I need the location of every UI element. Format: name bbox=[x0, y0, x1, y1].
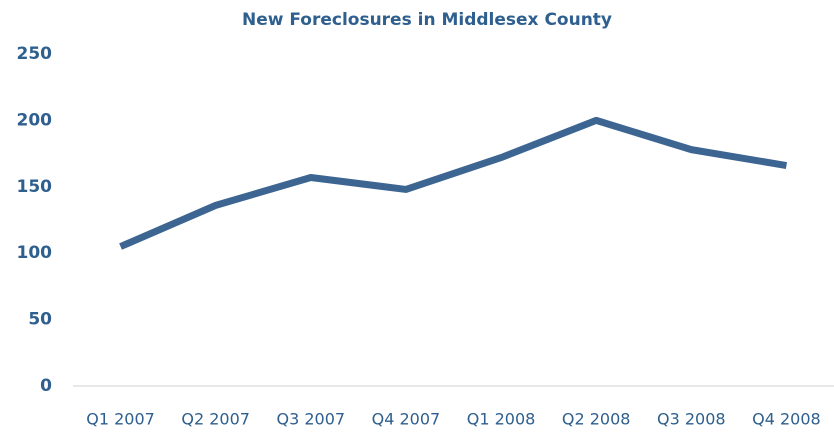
y-tick-label: 150 bbox=[17, 177, 53, 197]
x-tick-label: Q2 2008 bbox=[562, 410, 631, 429]
y-tick-label: 100 bbox=[17, 243, 53, 263]
y-tick-label: 250 bbox=[17, 44, 53, 64]
x-tick-label: Q1 2007 bbox=[86, 410, 155, 429]
y-tick-label: 200 bbox=[17, 110, 53, 130]
x-tick-label: Q2 2007 bbox=[181, 410, 250, 429]
x-tick-label: Q1 2008 bbox=[467, 410, 536, 429]
line bbox=[119, 116, 788, 250]
y-tick-label: 50 bbox=[28, 310, 52, 330]
x-tick-label: Q4 2007 bbox=[372, 410, 441, 429]
x-tick-label: Q3 2008 bbox=[657, 410, 726, 429]
x-tick-label: Q3 2007 bbox=[277, 410, 346, 429]
chart-title: New Foreclosures in Middlesex County bbox=[242, 10, 612, 30]
y-tick-label: 0 bbox=[40, 376, 52, 396]
x-tick-label: Q4 2008 bbox=[752, 410, 821, 429]
